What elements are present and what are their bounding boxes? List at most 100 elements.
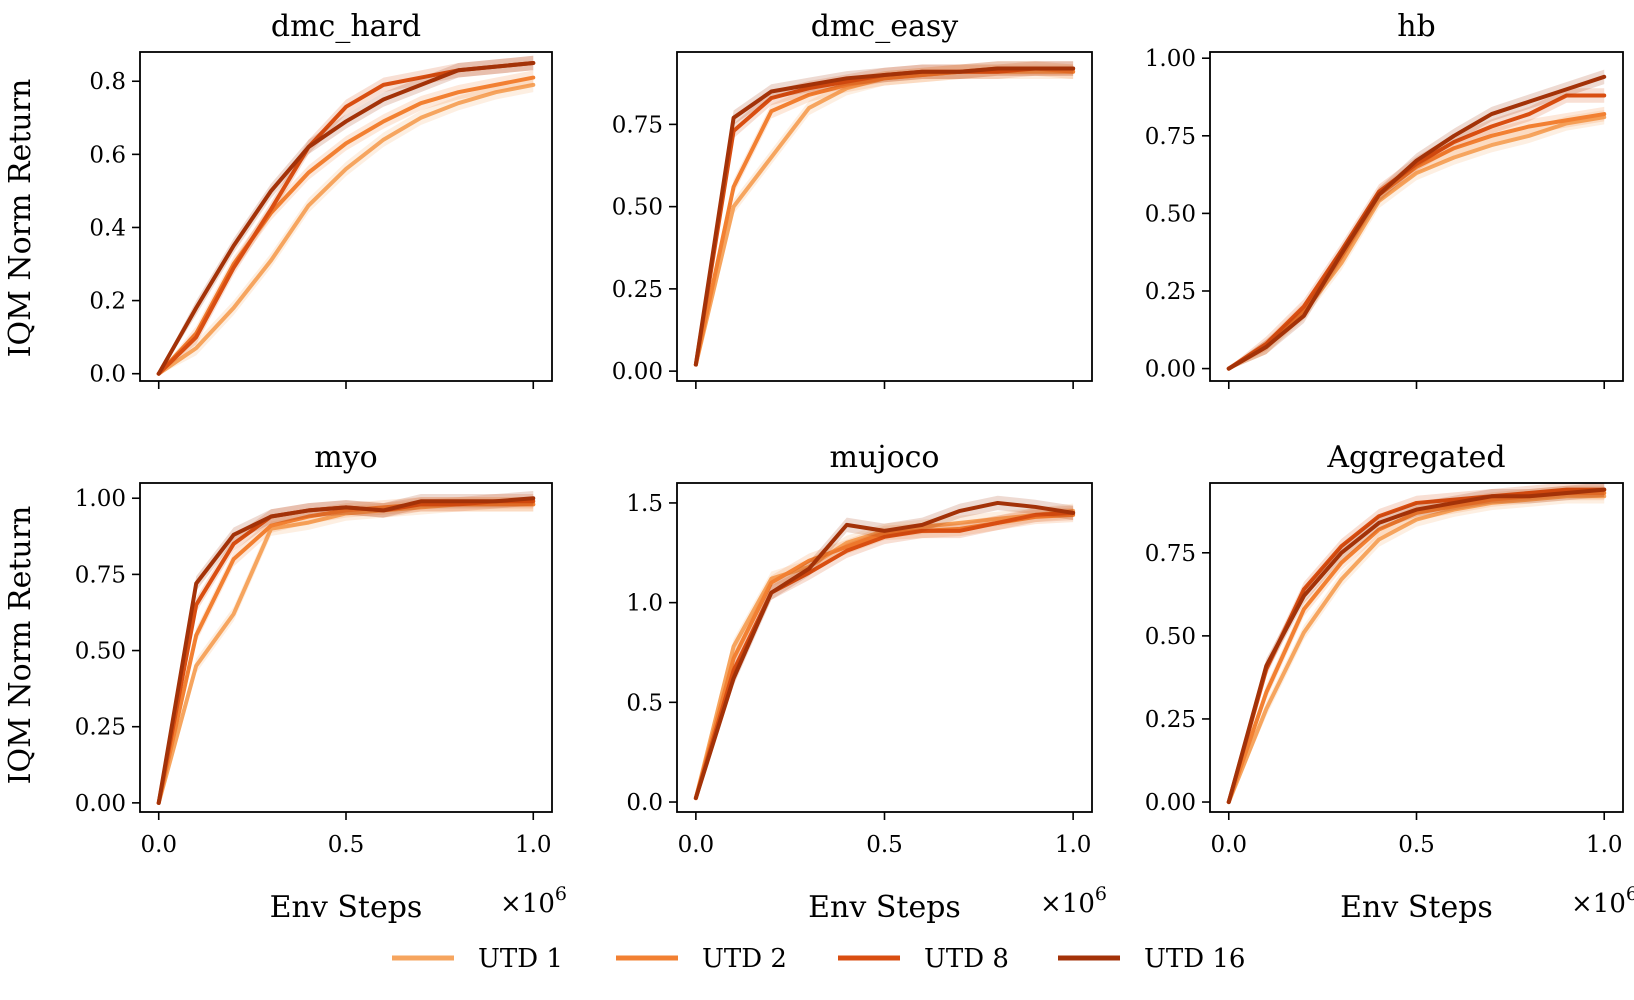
series-line-utd-16 — [156, 60, 536, 376]
series-line-utd-1 — [693, 508, 1076, 801]
plot-frame — [676, 51, 1093, 382]
x-axis-label: Env Steps — [270, 890, 423, 925]
y-tick-label: 0.5 — [626, 690, 663, 716]
y-tick-label: 1.00 — [1145, 46, 1196, 72]
y-tick-label: 0.75 — [1145, 541, 1196, 567]
x-tick-label: 0.0 — [1210, 832, 1247, 858]
y-tick-label: 0.75 — [1145, 124, 1196, 150]
y-tick-label: 0.50 — [1145, 624, 1196, 650]
y-tick-label: 0.2 — [89, 289, 126, 315]
y-tick-label: 1.00 — [75, 486, 126, 512]
plot-frame — [139, 51, 553, 382]
series-line-utd-2 — [156, 502, 536, 805]
legend: UTD 1 UTD 2 UTD 8 UTD 16 — [392, 944, 1245, 974]
y-tick-label: 0.4 — [89, 215, 126, 241]
panel-title: dmc_hard — [271, 9, 421, 44]
x-multiplier-exponent: 6 — [555, 883, 567, 905]
x-tick-label: 1.0 — [1586, 832, 1623, 858]
x-multiplier: ×106 — [500, 883, 567, 919]
x-tick-label: 0.5 — [328, 832, 365, 858]
x-multiplier-exponent: 6 — [1095, 883, 1107, 905]
series-band — [1228, 482, 1605, 804]
y-tick-label: 0.6 — [89, 142, 126, 168]
x-tick-label: 0.5 — [1398, 832, 1435, 858]
x-multiplier-base: ×10 — [1040, 889, 1095, 919]
panel-aggregated: Aggregated 0.00 0.25 0.50 0.75 0.0 0.5 1.0 Env S… — [1145, 440, 1634, 925]
series-line-utd-8 — [693, 66, 1076, 367]
y-tick-label: 1.0 — [626, 591, 663, 617]
y-tick-label: 0.00 — [612, 359, 663, 385]
series-line-utd-8 — [156, 499, 536, 805]
series-band — [158, 497, 534, 805]
x-multiplier-base: ×10 — [1571, 889, 1626, 919]
x-tick-label: 0.0 — [140, 832, 177, 858]
x-axis-label: Env Steps — [1340, 890, 1493, 925]
series-line-utd-2 — [693, 512, 1076, 801]
series-line-utd-16 — [693, 66, 1076, 367]
y-tick-label: 0.25 — [1145, 707, 1196, 733]
y-tick-label: 0.75 — [75, 562, 126, 588]
panels: dmc_hard 0.0 0.2 0.4 0.6 0.8 dmc_easy 0.00 0.25 0… — [75, 9, 1634, 925]
series-band — [695, 507, 1074, 800]
x-multiplier: ×106 — [1040, 883, 1107, 919]
series-line-utd-16 — [693, 500, 1076, 801]
panel-title: dmc_easy — [811, 9, 958, 44]
series-band — [1228, 482, 1605, 804]
series-line-utd-16 — [1226, 487, 1607, 805]
plot-frame — [1209, 51, 1624, 382]
plot-frame — [1209, 482, 1624, 813]
series-line-utd-1 — [156, 82, 536, 376]
x-tick-label: 0.0 — [678, 832, 715, 858]
series-line-utd-8 — [693, 510, 1076, 801]
x-multiplier-exponent: 6 — [1626, 883, 1634, 905]
series-band — [695, 503, 1074, 800]
x-multiplier-base: ×10 — [500, 889, 555, 919]
series-band — [1228, 69, 1605, 371]
y-tick-label: 0.00 — [75, 791, 126, 817]
series-band — [1228, 485, 1605, 804]
y-tick-label: 0.8 — [89, 69, 126, 95]
y-tick-label: 0.25 — [612, 277, 663, 303]
panel-dmc-hard: dmc_hard 0.0 0.2 0.4 0.6 0.8 — [89, 9, 553, 389]
x-multiplier: ×106 — [1571, 883, 1634, 919]
legend-label-utd-16: UTD 16 — [1144, 944, 1245, 974]
legend-label-utd-1: UTD 1 — [478, 944, 563, 974]
y-tick-label: 1.5 — [626, 491, 663, 517]
x-axis-label: Env Steps — [808, 890, 961, 925]
series-band — [158, 490, 534, 805]
legend-label-utd-8: UTD 8 — [924, 944, 1009, 974]
y-tick-label: 0.50 — [1145, 201, 1196, 227]
panel-myo: myo 0.00 0.25 0.50 0.75 1.00 0.0 0.5 1.0 Env Step… — [75, 440, 567, 925]
series-line-utd-16 — [1226, 74, 1607, 371]
y-axis-label-bottom: IQM Norm Return — [3, 506, 38, 785]
y-tick-label: 0.0 — [626, 790, 663, 816]
x-tick-label: 1.0 — [515, 832, 552, 858]
y-tick-label: 0.25 — [75, 715, 126, 741]
series-band — [158, 494, 534, 805]
y-tick-label: 0.25 — [1145, 279, 1196, 305]
panel-title: Aggregated — [1326, 440, 1505, 475]
y-tick-label: 0.00 — [1145, 790, 1196, 816]
series-band — [158, 55, 534, 376]
plot-frame — [139, 482, 553, 813]
panel-title: myo — [314, 440, 377, 475]
panel-hb: hb 0.00 0.25 0.50 0.75 1.00 — [1145, 9, 1624, 389]
panel-title: mujoco — [830, 440, 940, 475]
series-line-utd-8 — [1226, 93, 1607, 371]
panel-dmc-easy: dmc_easy 0.00 0.25 0.50 0.75 — [612, 9, 1093, 389]
series-line-utd-2 — [1226, 490, 1607, 805]
plot-frame — [676, 482, 1093, 813]
series-band — [158, 497, 534, 805]
legend-label-utd-2: UTD 2 — [702, 944, 787, 974]
y-axis-label-top: IQM Norm Return — [3, 79, 38, 358]
y-tick-label: 0.50 — [612, 195, 663, 221]
series-line-utd-1 — [156, 502, 536, 805]
series-line-utd-16 — [156, 496, 536, 805]
x-tick-label: 1.0 — [1055, 832, 1092, 858]
y-tick-label: 0.00 — [1145, 357, 1196, 383]
y-tick-label: 0.75 — [612, 112, 663, 138]
series-line-utd-2 — [1226, 112, 1607, 371]
y-tick-label: 0.50 — [75, 639, 126, 665]
series-band — [695, 505, 1074, 800]
